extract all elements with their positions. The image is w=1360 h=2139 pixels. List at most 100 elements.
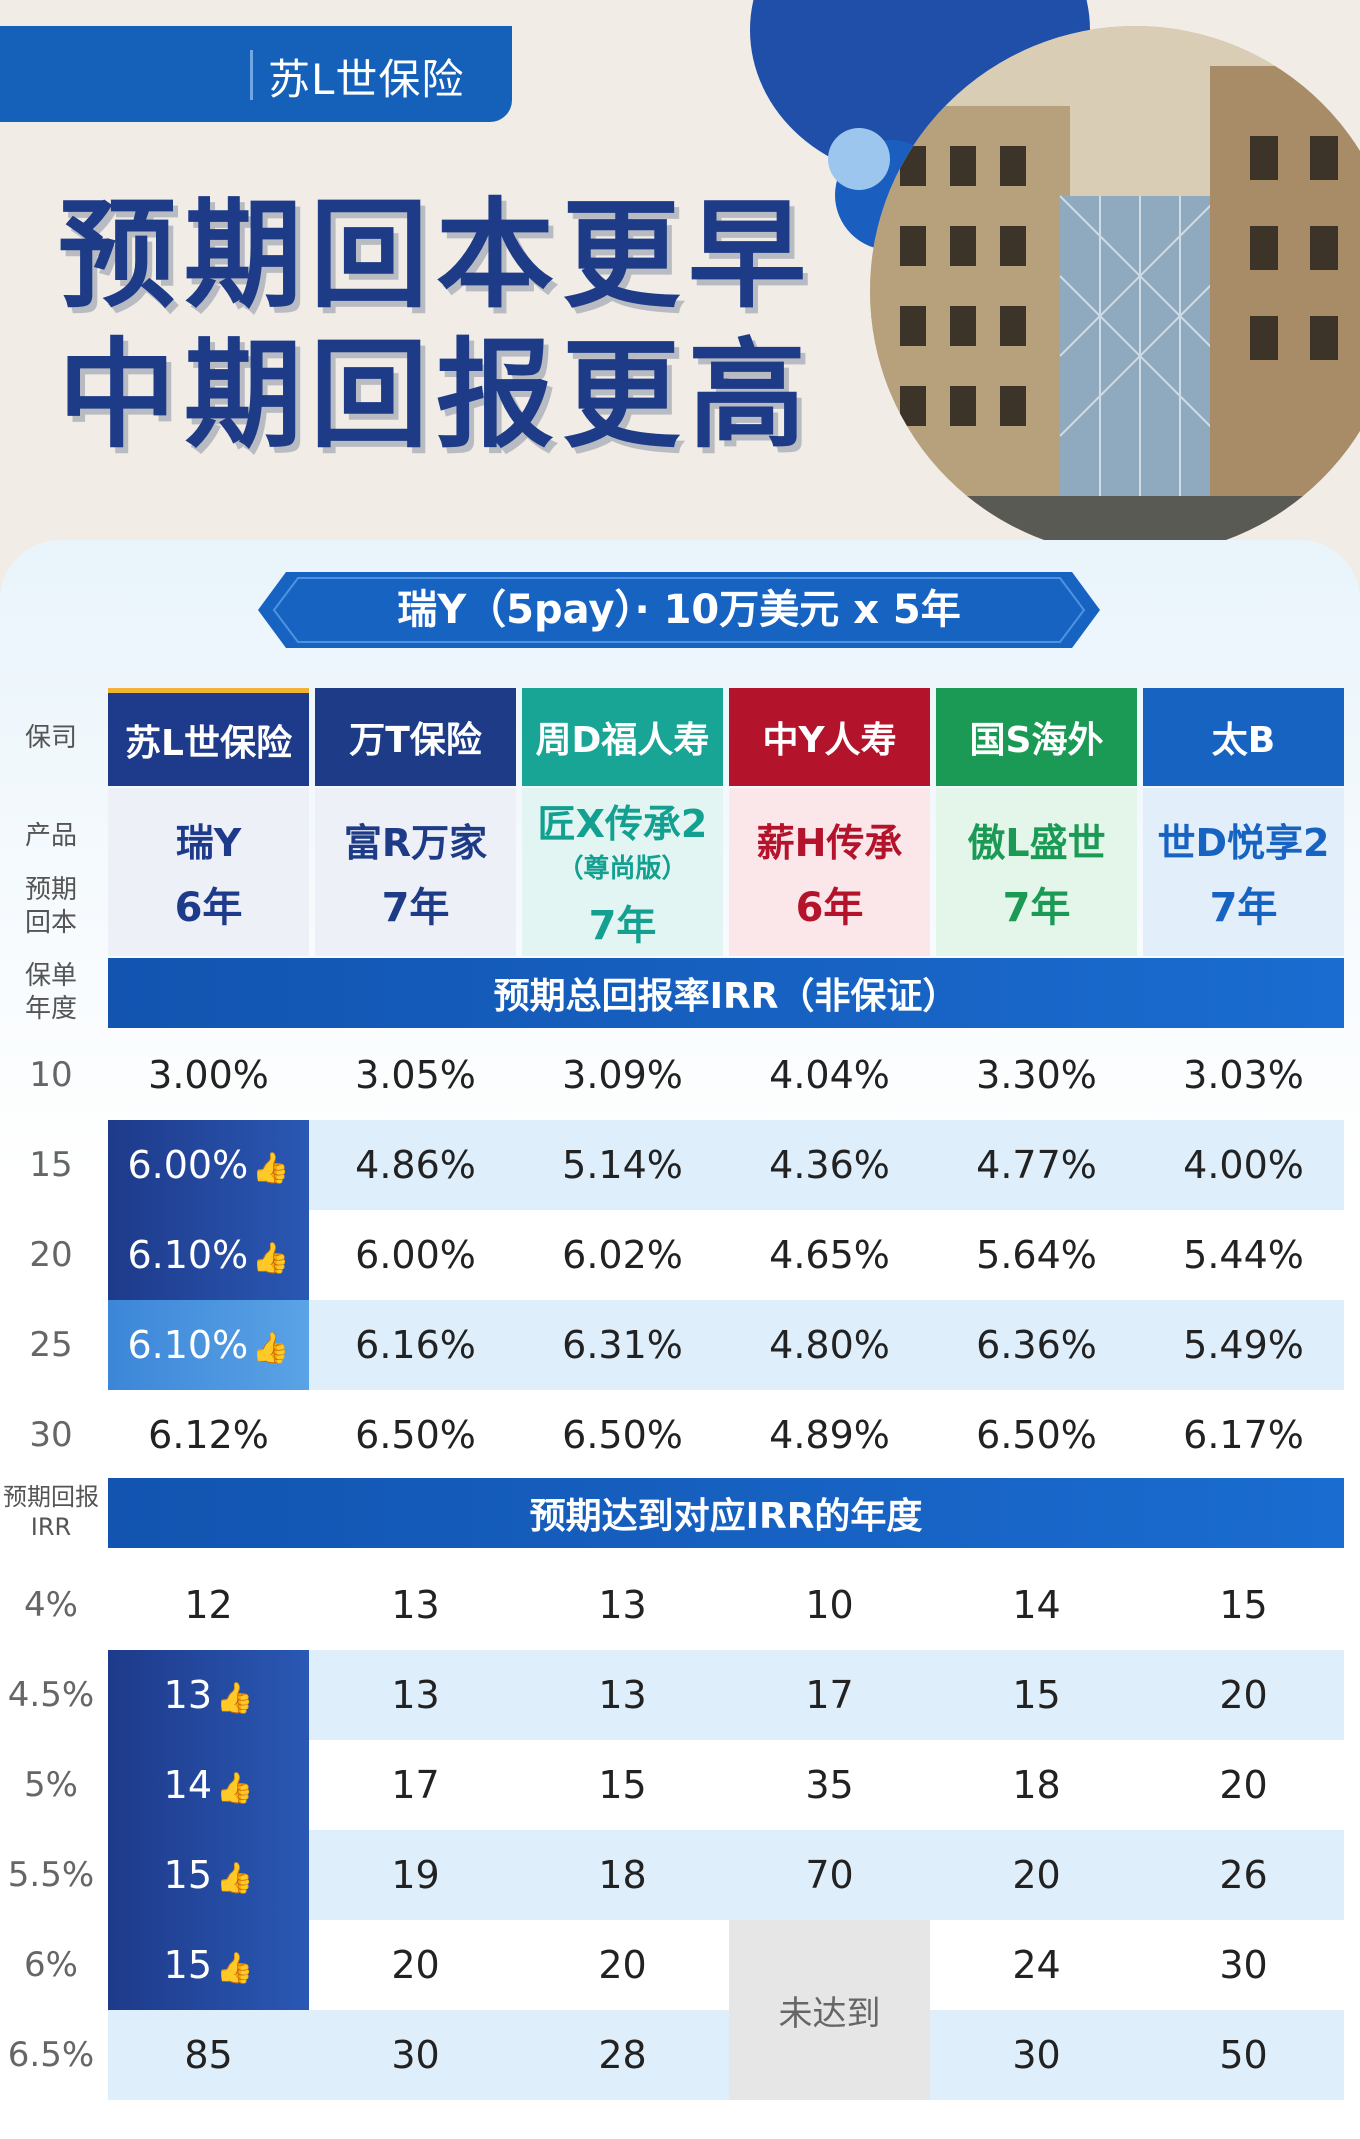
- thumbs-up-icon: 👍: [252, 1151, 290, 1186]
- breakeven-years: 7年: [1209, 884, 1278, 931]
- irr-value-text: 3.30%: [976, 1053, 1097, 1097]
- year-value-text: 17: [391, 1763, 440, 1807]
- product-name: 世D悦享2: [1157, 820, 1330, 865]
- irr-value: 6.00%: [315, 1210, 516, 1300]
- irr-value-text: 4.65%: [769, 1233, 890, 1277]
- irr-value: 6.16%: [315, 1300, 516, 1390]
- year-value-text: 20: [1219, 1763, 1268, 1807]
- irr-value-text: 5.64%: [976, 1233, 1097, 1277]
- irr-year-row: [108, 2010, 1344, 2100]
- year-value: 20: [1143, 1650, 1344, 1740]
- year-value: 13: [315, 1650, 516, 1740]
- irr-value: 6.31%: [522, 1300, 723, 1390]
- year-value-text: 70: [805, 1853, 854, 1897]
- year-value-text: 50: [1219, 2033, 1268, 2077]
- company-header: 万T保险: [315, 688, 516, 786]
- year-value: 85: [108, 2010, 309, 2100]
- irr-value-text: 3.05%: [355, 1053, 476, 1097]
- irr-value: 3.09%: [522, 1030, 723, 1120]
- year-value-text: 30: [391, 2033, 440, 2077]
- product-cell: 富R万家 7年: [315, 788, 516, 956]
- year-value: 10: [729, 1560, 930, 1650]
- year-value-text: 20: [598, 1943, 647, 1987]
- label-policy-year: 保单 年度: [24, 961, 77, 1024]
- irr-year-row: [108, 1830, 1344, 1920]
- irr-value: 6.00% 👍: [108, 1120, 309, 1210]
- irr-value-text: 6.36%: [976, 1323, 1097, 1367]
- product-name: 薪H传承: [756, 820, 903, 865]
- year-value-text: 17: [805, 1673, 854, 1717]
- thumbs-up-icon: 👍: [216, 1861, 254, 1896]
- irr-value-text: 4.77%: [976, 1143, 1097, 1187]
- year-value: 15: [936, 1650, 1137, 1740]
- year-value: 17: [729, 1650, 930, 1740]
- irr-target-label: 6.5%: [7, 2035, 95, 2075]
- irr-value: 6.12%: [108, 1390, 309, 1480]
- label-product: 产品: [24, 821, 77, 851]
- irr-value: 6.02%: [522, 1210, 723, 1300]
- thumbs-up-icon: 👍: [252, 1241, 290, 1276]
- product-name: 傲L盛世: [967, 820, 1106, 865]
- year-value: 30: [315, 2010, 516, 2100]
- year-value: 12: [108, 1560, 309, 1650]
- policy-year-label: 10: [29, 1055, 73, 1095]
- year-value-text: 13: [598, 1673, 647, 1717]
- brand-divider: [250, 50, 253, 100]
- year-value-text: 14: [1012, 1583, 1061, 1627]
- irr-value-text: 6.50%: [355, 1413, 476, 1457]
- irr-section-title: 预期总回报率IRR（非保证）: [108, 958, 1344, 1028]
- irr-value: 5.49%: [1143, 1300, 1344, 1390]
- year-value: 19: [315, 1830, 516, 1920]
- year-value: 20: [936, 1830, 1137, 1920]
- breakeven-years: 6年: [174, 884, 243, 931]
- year-value-text: 15: [163, 1943, 212, 1987]
- irr-value: 4.86%: [315, 1120, 516, 1210]
- year-value-text: 28: [598, 2033, 647, 2077]
- year-value-text: 10: [805, 1583, 854, 1627]
- year-value-text: 20: [391, 1943, 440, 1987]
- year-value-text: 15: [1219, 1583, 1268, 1627]
- product-cell: 匠X传承2 （尊尚版） 7年: [522, 788, 723, 956]
- irr-value: 3.05%: [315, 1030, 516, 1120]
- irr-target-label: 4%: [24, 1585, 78, 1625]
- irr-value-text: 4.86%: [355, 1143, 476, 1187]
- irr-value: 6.36%: [936, 1300, 1137, 1390]
- irr-value-text: 6.50%: [562, 1413, 683, 1457]
- irr-value-text: 5.44%: [1183, 1233, 1304, 1277]
- year-value: 26: [1143, 1830, 1344, 1920]
- breakeven-years: 7年: [381, 884, 450, 931]
- company-header: 国S海外: [936, 688, 1137, 786]
- year-value: 20: [522, 1920, 723, 2010]
- irr-value: 6.17%: [1143, 1390, 1344, 1480]
- product-cell: 傲L盛世 7年: [936, 788, 1137, 956]
- label-breakeven: 预期 回本: [24, 875, 77, 938]
- year-value: 14 👍: [108, 1740, 309, 1830]
- year-value-text: 13: [391, 1673, 440, 1717]
- year-value-text: 15: [1012, 1673, 1061, 1717]
- irr-target-label: 6%: [24, 1945, 78, 1985]
- irr-value: 6.50%: [315, 1390, 516, 1480]
- irr-value: 4.04%: [729, 1030, 930, 1120]
- irr-value-text: 6.12%: [148, 1413, 269, 1457]
- year-value: 15 👍: [108, 1830, 309, 1920]
- plan-ribbon: 瑞Y（5pay）· 10万美元 x 5年: [258, 572, 1100, 648]
- year-section-title: 预期达到对应IRR的年度: [108, 1478, 1344, 1548]
- product-name: 富R万家: [343, 820, 488, 865]
- brand-name: 苏L世保险: [268, 55, 465, 104]
- irr-value: 6.50%: [936, 1390, 1137, 1480]
- year-value: 24: [936, 1920, 1137, 2010]
- year-value: 50: [1143, 2010, 1344, 2100]
- year-value-text: 20: [1012, 1853, 1061, 1897]
- product-cell: 瑞Y 6年: [108, 788, 309, 956]
- policy-year-label: 30: [29, 1415, 73, 1455]
- year-value-text: 30: [1012, 2033, 1061, 2077]
- irr-value: 5.64%: [936, 1210, 1137, 1300]
- company-header: 周D福人寿: [522, 688, 723, 786]
- irr-value: 6.10% 👍: [108, 1300, 309, 1390]
- irr-value-text: 4.80%: [769, 1323, 890, 1367]
- breakeven-years: 7年: [588, 903, 657, 949]
- year-value: 35: [729, 1740, 930, 1830]
- year-value: 13 👍: [108, 1650, 309, 1740]
- year-value: 20: [315, 1920, 516, 2010]
